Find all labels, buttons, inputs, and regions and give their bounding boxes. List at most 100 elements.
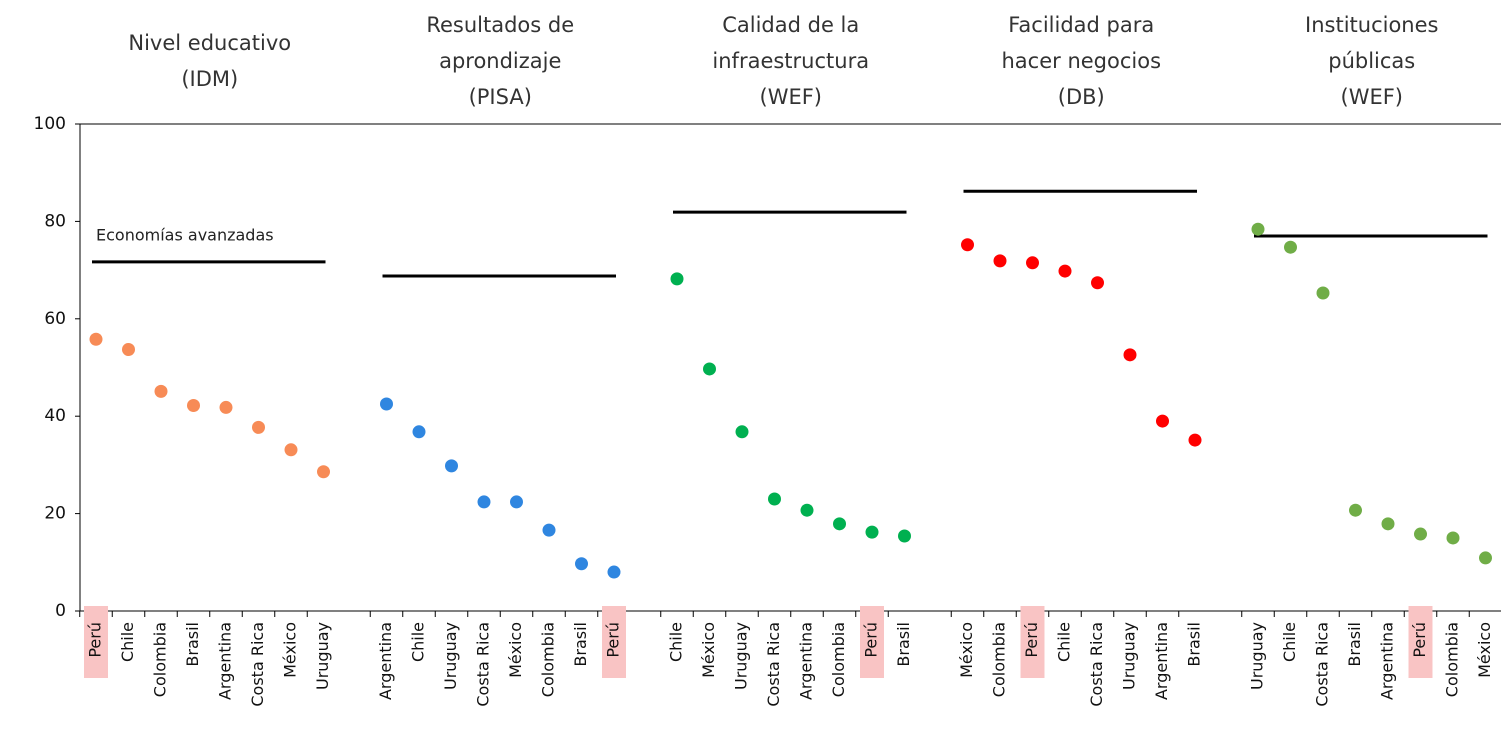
dot bbox=[800, 503, 814, 517]
category-label: Colombia bbox=[151, 622, 170, 697]
dot bbox=[1188, 433, 1202, 447]
dot bbox=[1091, 276, 1104, 290]
dot bbox=[1123, 348, 1137, 362]
category-label: Argentina bbox=[1152, 622, 1171, 700]
category-label: Chile bbox=[1280, 622, 1299, 662]
dot bbox=[865, 525, 879, 539]
category-label: México bbox=[506, 622, 525, 678]
y-tick-label: 40 bbox=[44, 406, 66, 426]
category-label: Argentina bbox=[1378, 622, 1397, 700]
dot bbox=[154, 384, 168, 398]
category-label: Chile bbox=[1055, 622, 1074, 662]
category-label: Brasil bbox=[1345, 622, 1364, 667]
highlight bbox=[860, 606, 884, 678]
category-label: Costa Rica bbox=[474, 622, 493, 707]
category-label: Costa Rica bbox=[1087, 622, 1106, 707]
dot bbox=[1414, 527, 1427, 541]
dot bbox=[575, 557, 588, 571]
dot bbox=[380, 397, 393, 411]
category-label: Costa Rica bbox=[1313, 622, 1332, 707]
category-label: Perú bbox=[1022, 622, 1041, 658]
dot bbox=[1026, 256, 1039, 270]
y-tick-label: 0 bbox=[55, 601, 66, 621]
group-title: infraestructura bbox=[712, 49, 869, 73]
category-label: Brasil bbox=[571, 622, 590, 667]
category-label: Costa Rica bbox=[764, 622, 783, 707]
category-label: Uruguay bbox=[732, 622, 751, 690]
category-label: Brasil bbox=[894, 622, 913, 667]
dot bbox=[187, 398, 200, 412]
category-label: Argentina bbox=[216, 622, 235, 700]
group-title: Calidad de la bbox=[722, 13, 859, 37]
dot bbox=[1156, 414, 1169, 428]
dot bbox=[412, 425, 426, 439]
category-label: Perú bbox=[604, 622, 623, 658]
dot bbox=[1479, 551, 1492, 565]
category-label: México bbox=[1475, 622, 1494, 678]
dot bbox=[768, 492, 781, 506]
dot bbox=[89, 332, 103, 346]
category-label: Brasil bbox=[183, 622, 202, 667]
y-tick-label: 60 bbox=[44, 309, 66, 329]
group-title: (DB) bbox=[1058, 85, 1105, 109]
dot bbox=[284, 443, 298, 457]
group-title: (IDM) bbox=[181, 67, 238, 91]
dot bbox=[1284, 240, 1297, 254]
dot bbox=[317, 465, 330, 479]
highlight bbox=[1408, 606, 1433, 678]
dot bbox=[1349, 503, 1362, 517]
category-label: Argentina bbox=[376, 622, 395, 700]
annotation: Economías avanzadas bbox=[96, 226, 274, 245]
group-title: Facilidad para bbox=[1008, 13, 1154, 37]
dot bbox=[1058, 264, 1072, 278]
group-title: (WEF) bbox=[760, 85, 823, 109]
highlight bbox=[602, 606, 626, 678]
highlight bbox=[84, 606, 108, 678]
group-title: (PISA) bbox=[469, 85, 532, 109]
category-label: Chile bbox=[118, 622, 137, 662]
dot bbox=[961, 238, 974, 252]
dot bbox=[477, 495, 491, 509]
group-title: aprondizaje bbox=[439, 49, 561, 73]
group-title: hacer negocios bbox=[1001, 49, 1161, 73]
group-title: Instituciones bbox=[1305, 13, 1438, 37]
category-label: Colombia bbox=[829, 622, 848, 697]
group-title: Nivel educativo bbox=[128, 31, 291, 55]
category-label: Chile bbox=[667, 622, 686, 662]
dot bbox=[993, 254, 1007, 268]
dot bbox=[670, 272, 684, 286]
dot bbox=[735, 425, 749, 439]
highlight bbox=[1020, 606, 1045, 678]
dot bbox=[1251, 222, 1265, 236]
category-label: Colombia bbox=[1443, 622, 1462, 697]
category-label: Colombia bbox=[539, 622, 558, 697]
category-label: Uruguay bbox=[1248, 622, 1267, 690]
y-tick-label: 20 bbox=[44, 504, 66, 524]
dot bbox=[1316, 286, 1330, 300]
category-label: Perú bbox=[862, 622, 881, 658]
dot bbox=[833, 517, 846, 531]
category-label: Perú bbox=[86, 622, 105, 658]
category-label: Chile bbox=[409, 622, 428, 662]
dot bbox=[510, 495, 523, 509]
category-label: Costa Rica bbox=[248, 622, 267, 707]
dot bbox=[898, 529, 911, 543]
y-tick-label: 80 bbox=[44, 211, 66, 231]
category-label: Brasil bbox=[1185, 622, 1204, 667]
dot bbox=[219, 400, 233, 414]
dot bbox=[252, 420, 265, 434]
dot bbox=[1446, 531, 1460, 545]
category-label: México bbox=[957, 622, 976, 678]
group-title: públicas bbox=[1328, 49, 1415, 73]
category-label: Perú bbox=[1410, 622, 1429, 658]
group-title: (WEF) bbox=[1341, 85, 1404, 109]
group-title: Resultados de bbox=[426, 13, 574, 37]
dot bbox=[703, 362, 716, 376]
category-label: Argentina bbox=[797, 622, 816, 700]
y-tick-label: 100 bbox=[34, 114, 66, 134]
dot bbox=[542, 523, 556, 537]
category-label: México bbox=[699, 622, 718, 678]
category-label: México bbox=[281, 622, 300, 678]
dot bbox=[122, 342, 135, 356]
